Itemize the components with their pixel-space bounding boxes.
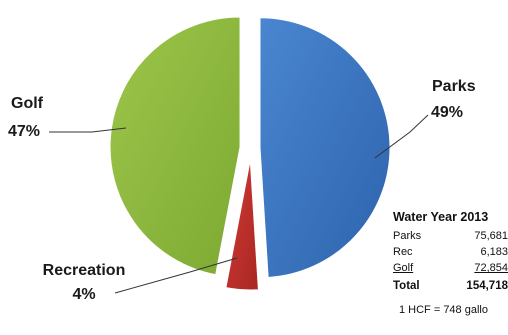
leader-line [114, 257, 238, 294]
slice-name-label: Parks [432, 78, 476, 95]
row-value: 6,183 [480, 246, 508, 258]
pie-slice-golf [109, 16, 241, 276]
slice-label-parks: Parks 49% [374, 78, 476, 159]
table-title: Water Year 2013 [393, 210, 489, 224]
slice-name-label: Recreation [43, 262, 126, 279]
row-label: Parks [393, 230, 422, 242]
slice-percent-label: 4% [72, 286, 95, 303]
slice-label-recreation: Recreation 4% [43, 257, 238, 303]
table-row: Golf 72,854 [393, 260, 508, 276]
leader-line [374, 114, 429, 159]
row-value: 75,681 [474, 230, 508, 242]
pie-slice-parks [259, 17, 391, 278]
slice-label-golf: Golf 47% [8, 95, 127, 140]
slice-percent-label: 47% [8, 123, 40, 140]
total-label: Total [393, 280, 420, 292]
pie-labels: Parks 49% Recreation 4% Golf 47% [8, 78, 476, 303]
leader-line [49, 127, 127, 133]
total-value: 154,718 [466, 280, 508, 292]
water-usage-table: Water Year 2013 Parks 75,681 Rec 6,183 G… [393, 210, 508, 316]
table-row: Rec 6,183 [393, 244, 508, 260]
row-label: Rec [393, 246, 413, 258]
slice-name-label: Golf [11, 95, 44, 112]
table-total-row: Total 154,718 [393, 278, 508, 294]
conversion-note: 1 HCF = 748 gallo [399, 304, 488, 316]
slice-percent-label: 49% [431, 104, 463, 121]
row-label: Golf [393, 262, 414, 274]
table-row: Parks 75,681 [393, 228, 508, 244]
pie-slices [109, 16, 391, 291]
pie-slice-recreation [225, 159, 259, 291]
row-value: 72,854 [474, 262, 508, 274]
